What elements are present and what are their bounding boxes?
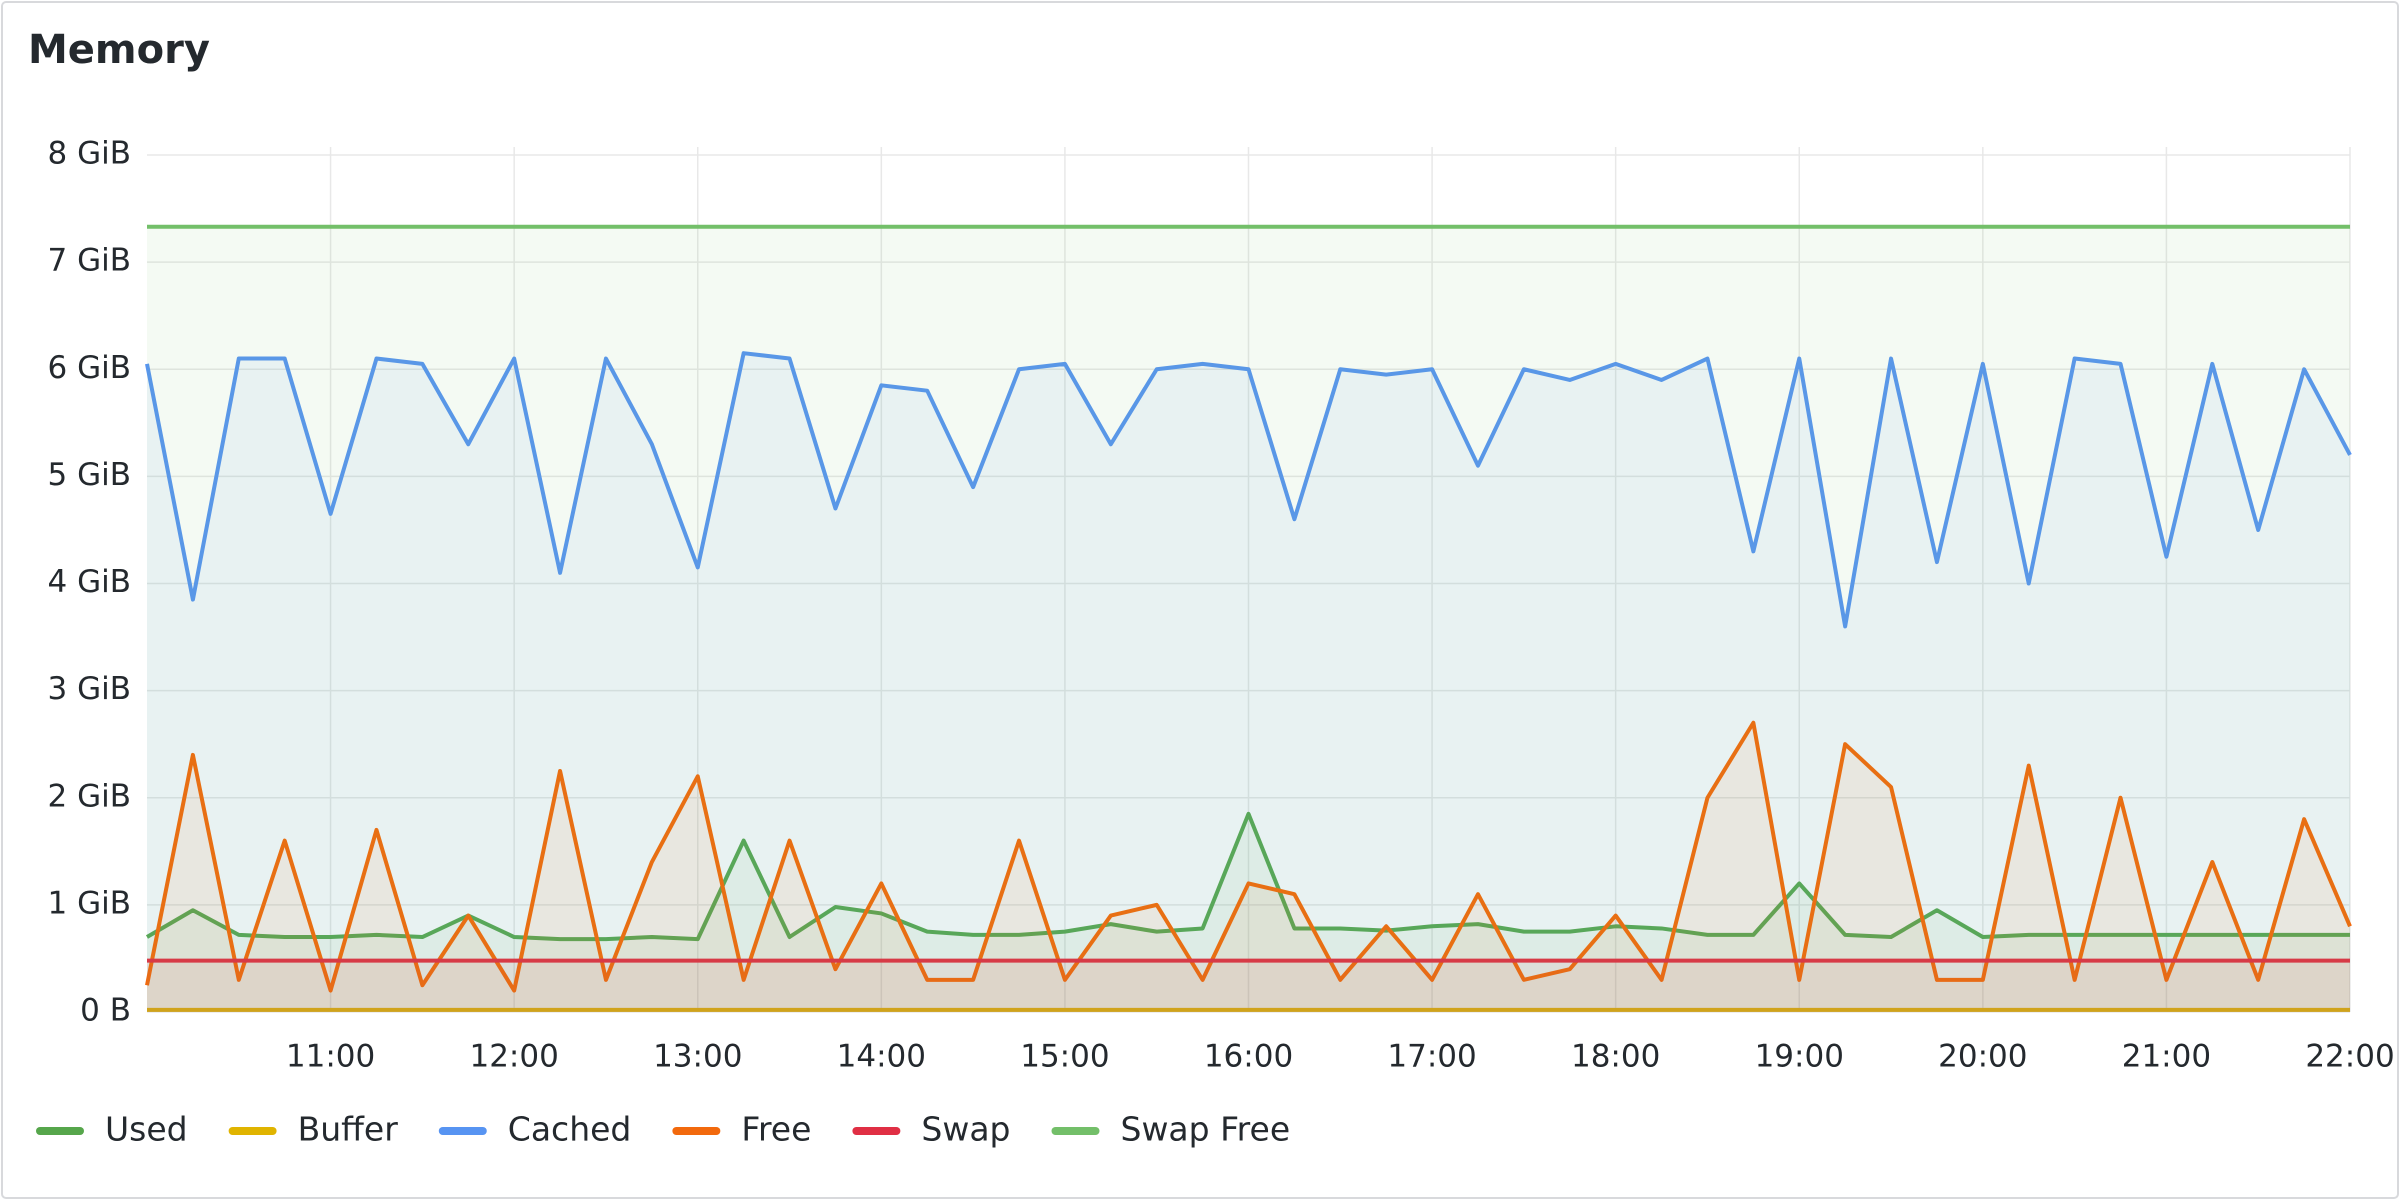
y-tick-label: 1 GiB bbox=[48, 885, 131, 921]
y-tick-label: 4 GiB bbox=[48, 564, 131, 600]
legend-label: Swap bbox=[921, 1110, 1010, 1149]
series-line bbox=[145, 720, 2352, 993]
y-tick-label: 5 GiB bbox=[48, 457, 131, 493]
legend-label: Buffer bbox=[298, 1110, 399, 1149]
x-tick-label: 11:00 bbox=[286, 1039, 375, 1075]
x-tick-label: 22:00 bbox=[2305, 1039, 2394, 1075]
series-area bbox=[147, 226, 2350, 1012]
series-line bbox=[145, 811, 2350, 942]
series-area bbox=[147, 353, 2350, 1012]
x-tick-label: 18:00 bbox=[1571, 1039, 1660, 1075]
y-tick-label: 8 GiB bbox=[48, 136, 131, 172]
y-tick-label: 2 GiB bbox=[48, 778, 131, 814]
y-tick-label: 0 B bbox=[80, 993, 131, 1029]
y-tick-label: 3 GiB bbox=[48, 671, 131, 707]
series-area bbox=[147, 722, 2350, 1012]
y-tick-label: 7 GiB bbox=[48, 243, 131, 279]
x-tick-label: 13:00 bbox=[653, 1039, 742, 1075]
y-tick-label: 6 GiB bbox=[48, 350, 131, 386]
panel-title: Memory bbox=[28, 27, 210, 73]
legend: Used Buffer Cached Free Swap Swap Free bbox=[36, 1110, 1291, 1149]
legend-label: Free bbox=[741, 1110, 811, 1149]
x-tick-label: 15:00 bbox=[1020, 1039, 1109, 1075]
series-line bbox=[145, 351, 2352, 629]
x-tick-label: 20:00 bbox=[1938, 1039, 2027, 1075]
x-tick-label: 14:00 bbox=[837, 1039, 926, 1075]
x-tick-label: 17:00 bbox=[1387, 1039, 1476, 1075]
plot: 0 B 1 GiB 2 GiB 3 GiB 4 GiB 5 GiB 6 GiB 7 GiB 8 … bbox=[48, 136, 2395, 1075]
x-tick-label: 19:00 bbox=[1755, 1039, 1844, 1075]
series-area bbox=[147, 960, 2350, 1012]
legend-label: Swap Free bbox=[1121, 1110, 1291, 1149]
x-tick-label: 21:00 bbox=[2122, 1039, 2211, 1075]
x-tick-label: 16:00 bbox=[1204, 1039, 1293, 1075]
x-tick-label: 12:00 bbox=[469, 1039, 558, 1075]
legend-label: Used bbox=[105, 1110, 188, 1149]
legend-label: Cached bbox=[508, 1110, 632, 1149]
